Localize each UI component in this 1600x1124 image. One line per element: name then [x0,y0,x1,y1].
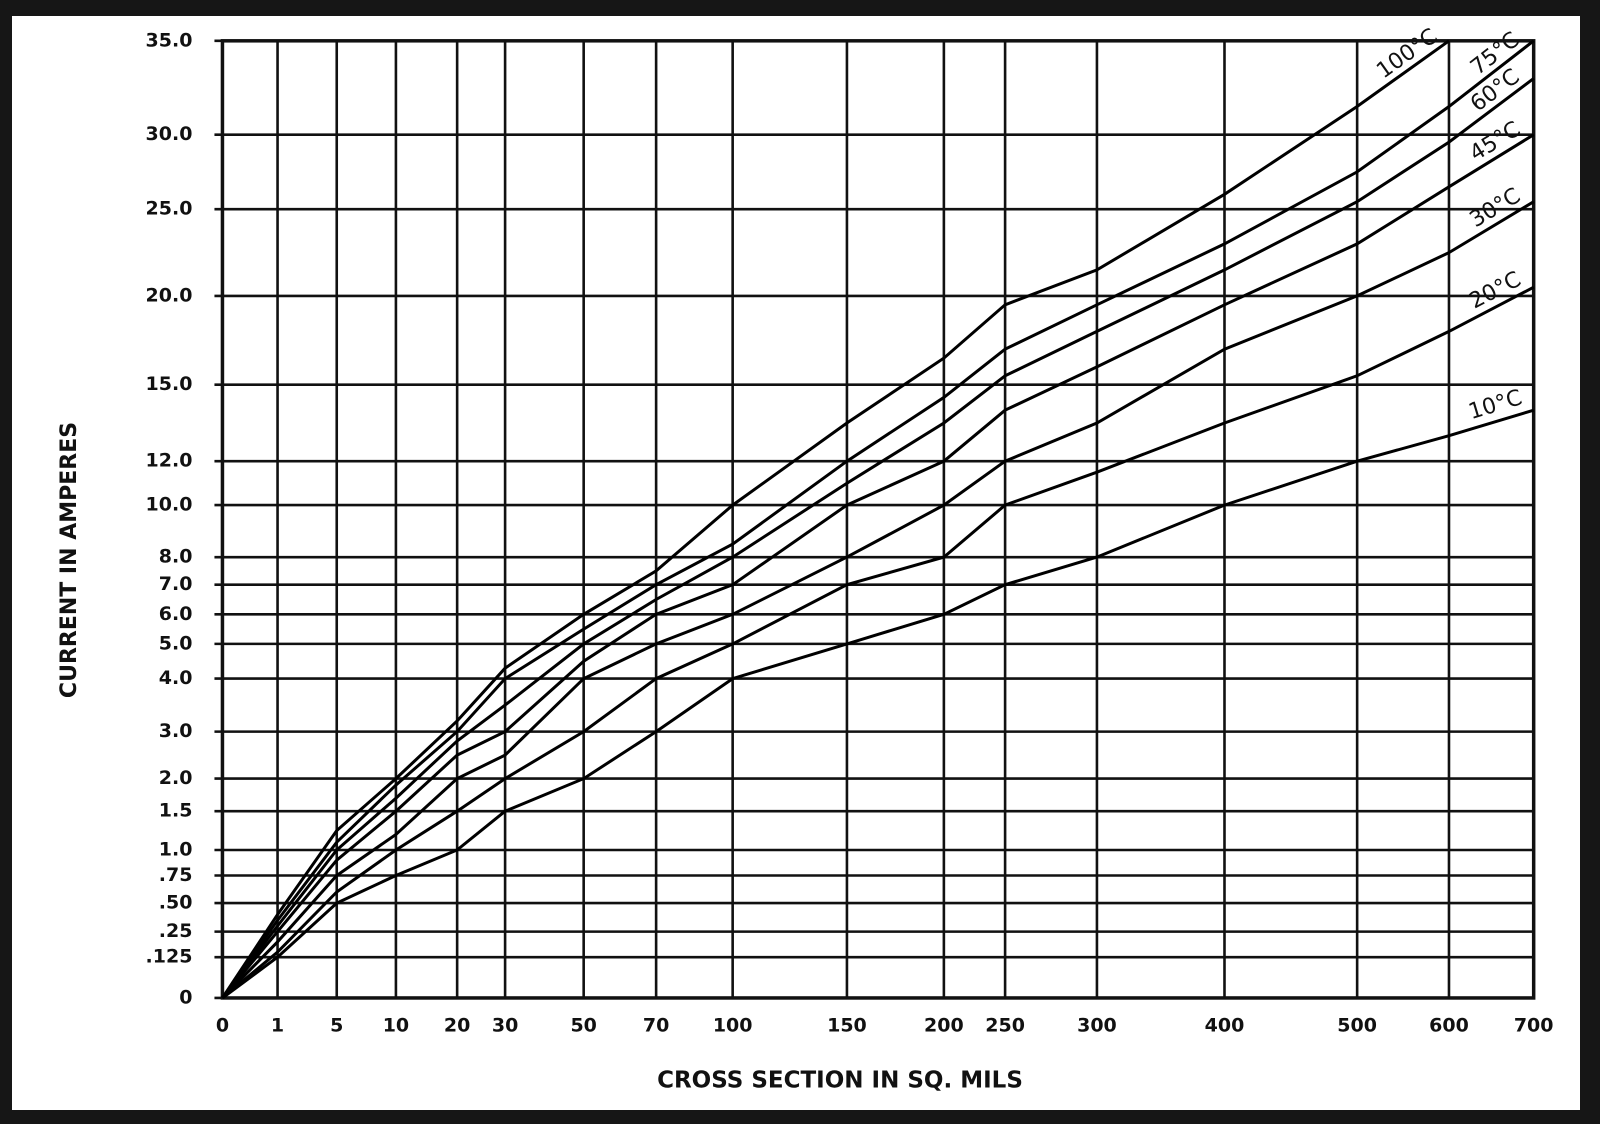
x-tick-label: 30 [492,1014,518,1036]
y-tick-label: .125 [146,946,193,968]
x-tick-label: 0 [216,1014,229,1036]
x-tick-label: 200 [924,1014,964,1036]
y-tick-label: 30.0 [146,123,193,145]
y-tick-label: 7.0 [159,573,193,595]
y-tick-label: 10.0 [146,494,193,516]
y-tick-label: 0 [179,986,192,1008]
x-tick-label: 100 [713,1014,753,1036]
y-tick-label: 1.0 [159,839,193,861]
y-tick-label: 1.5 [159,800,193,822]
x-tick-label: 5 [330,1014,343,1036]
y-tick-label: 20.0 [146,284,193,306]
x-tick-label: 250 [985,1014,1025,1036]
x-tick-label: 70 [643,1014,669,1036]
x-tick-label: 700 [1514,1014,1554,1036]
y-tick-label: 3.0 [159,720,193,742]
series-line [221,200,1535,1000]
y-tick-label: 12.0 [146,450,193,472]
x-tick-label: 150 [827,1014,867,1036]
series-line [221,39,1450,999]
y-tick-label: 8.0 [159,546,193,568]
x-tick-label: 50 [570,1014,596,1036]
y-tick-label: .25 [159,920,193,942]
series-line [221,39,1535,999]
x-tick-label: 400 [1205,1014,1245,1036]
series-line [221,408,1535,1000]
x-tick-label: 300 [1077,1014,1117,1036]
plot-frame [220,39,1536,1000]
x-tick-label: 600 [1429,1014,1469,1036]
y-tick-label: 25.0 [146,198,193,220]
y-axis-title: CURRENT IN AMPERES [57,422,82,698]
y-tick-label: .50 [159,892,193,914]
series-line [221,77,1535,999]
y-tick-label: 5.0 [159,632,193,654]
x-tick-label: 1 [271,1014,284,1036]
y-tick-label: 15.0 [146,373,193,395]
x-tick-label: 20 [444,1014,470,1036]
y-tick-label: 4.0 [159,667,193,689]
y-tick-label: 6.0 [159,603,193,625]
x-axis-title: CROSS SECTION IN SQ. MILS [657,1068,1023,1094]
y-tick-label: 2.0 [159,767,193,789]
series-line [221,285,1535,1000]
y-tick-label: 35.0 [146,29,193,51]
x-tick-label: 10 [383,1014,409,1036]
y-tick-label: .75 [159,864,193,886]
x-tick-label: 500 [1337,1014,1377,1036]
series-line [221,133,1535,999]
